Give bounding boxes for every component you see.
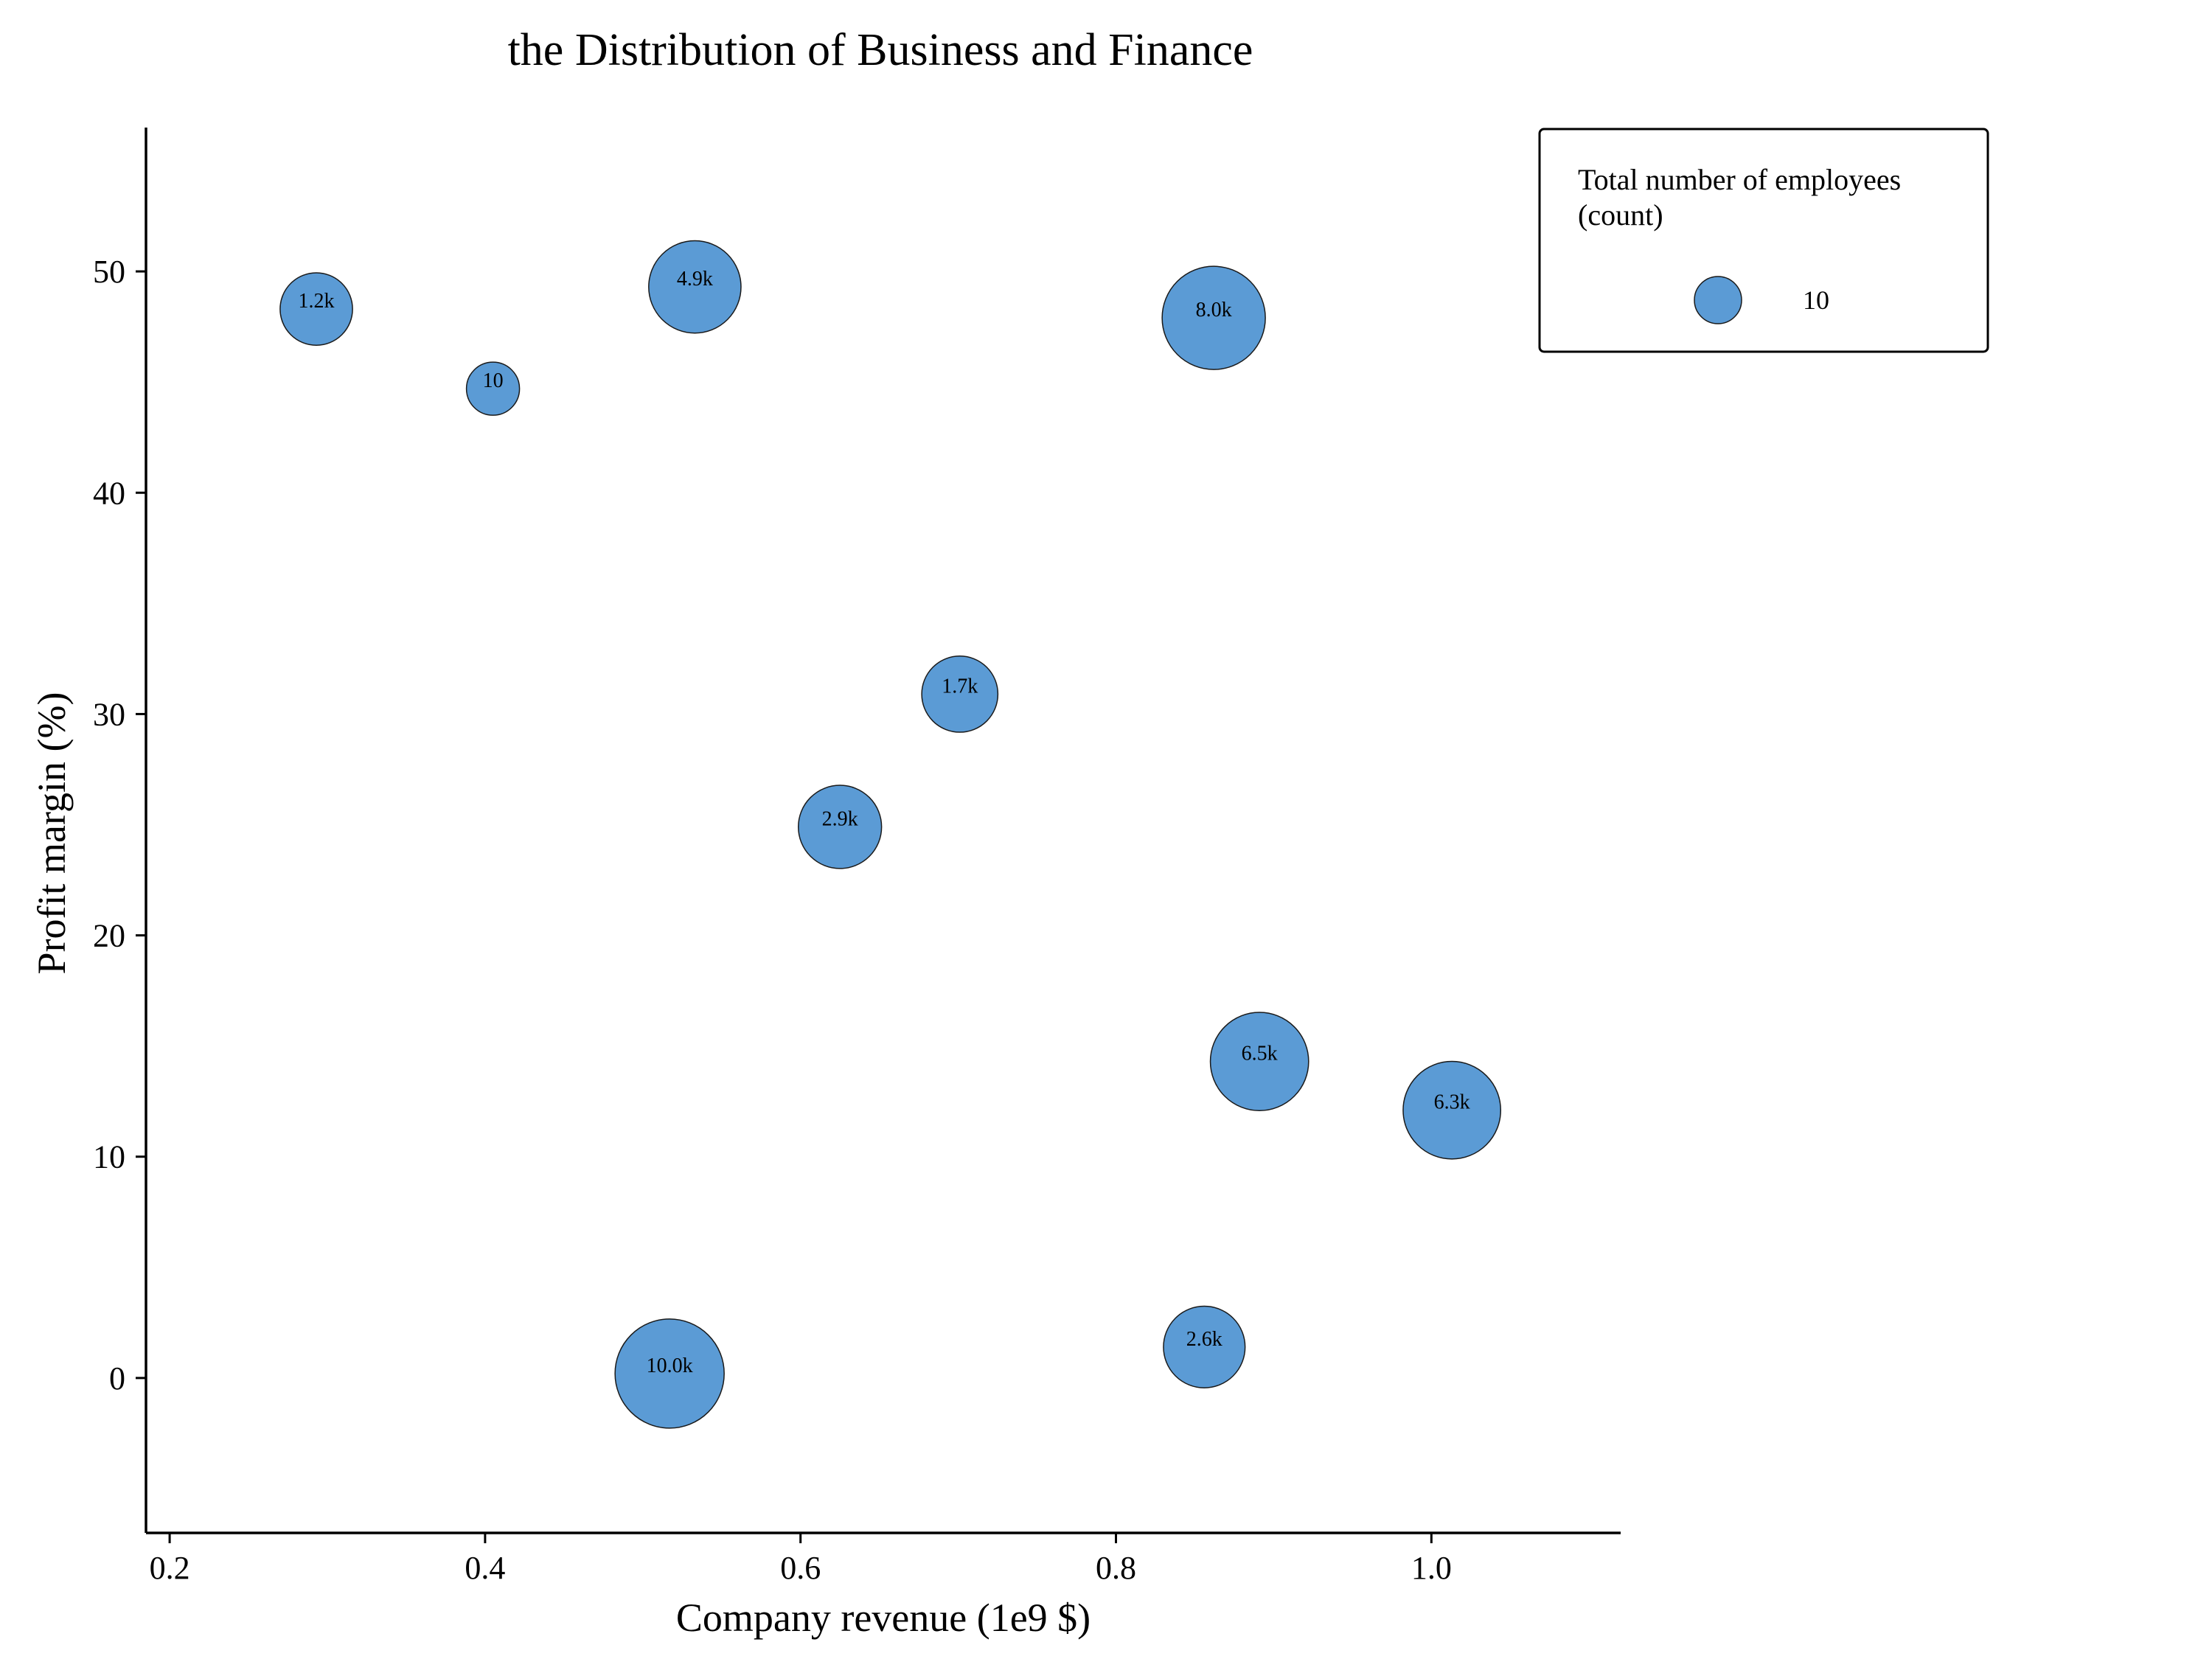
axes [145, 128, 1621, 1534]
y-ticks: 0 10 20 30 40 50 [93, 254, 146, 1397]
chart-title: the Distribution of Business and Finance [508, 25, 1253, 75]
bubble [465, 361, 521, 416]
legend-marker [1694, 276, 1742, 324]
legend-title-line1: Total number of employees [1578, 163, 1901, 196]
bubble [648, 240, 742, 334]
bubble-label: 2.9k [822, 807, 858, 830]
y-tick-label: 30 [93, 696, 125, 732]
bubble [1161, 265, 1266, 370]
bubble [797, 785, 883, 869]
y-tick-label: 50 [93, 254, 125, 290]
x-tick-label: 0.8 [1096, 1550, 1136, 1586]
y-tick-label: 20 [93, 918, 125, 954]
x-ticks: 0.2 0.4 0.6 0.8 1.0 [150, 1533, 1452, 1586]
legend: Total number of employees (count) 10 [1538, 128, 1989, 353]
bubble-label: 8.0k [1196, 299, 1232, 321]
legend-title-line2: (count) [1578, 198, 1663, 232]
y-tick-label: 10 [93, 1139, 125, 1175]
bubble-label: 6.5k [1242, 1043, 1278, 1065]
bubble [921, 655, 999, 733]
bubble-label: 10.0k [647, 1354, 693, 1377]
y-axis-label: Profit margin (%) [29, 692, 74, 975]
bubble-label: 4.9k [677, 268, 713, 291]
legend-box [1538, 128, 1989, 353]
x-tick-label: 1.0 [1411, 1550, 1452, 1586]
legend-item-label: 10 [1803, 285, 1829, 315]
x-tick-label: 0.2 [150, 1550, 190, 1586]
bubble-label: 2.6k [1186, 1328, 1222, 1351]
y-tick-label: 0 [109, 1360, 125, 1397]
bubble [1402, 1060, 1502, 1160]
bubbles: 1.2k 10 4.9k 8.0k 1.7k 2.9k 6.5k 6.3k 10.0k 2.6k [279, 240, 1502, 1429]
x-tick-label: 0.4 [465, 1550, 505, 1586]
bubble [614, 1318, 725, 1429]
y-tick-label: 40 [93, 475, 125, 511]
bubble-label: 1.2k [299, 290, 335, 313]
bubble-label: 1.7k [942, 675, 978, 698]
bubble [1209, 1012, 1310, 1112]
bubble [1163, 1305, 1246, 1388]
x-axis-label: Company revenue (1e9 $) [676, 1596, 1091, 1640]
bubble-label: 6.3k [1434, 1091, 1470, 1114]
bubble [279, 272, 353, 346]
x-tick-label: 0.6 [780, 1550, 821, 1586]
bubble-label: 10 [483, 369, 504, 392]
